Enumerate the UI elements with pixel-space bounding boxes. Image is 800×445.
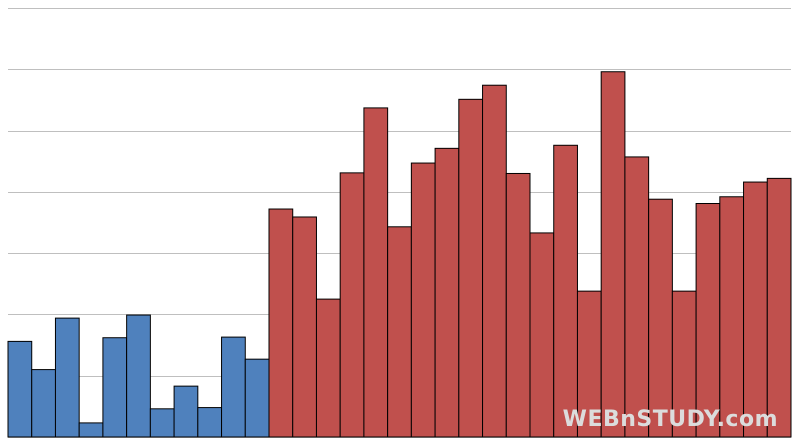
bar (31, 369, 56, 438)
bar (766, 177, 792, 438)
bar (648, 198, 673, 438)
bar (458, 98, 484, 438)
bar (387, 226, 412, 438)
bar (221, 336, 246, 438)
bar (743, 181, 768, 438)
bar (197, 407, 223, 438)
bar (482, 84, 507, 438)
bar (315, 298, 341, 438)
bar (719, 196, 745, 438)
bar (102, 337, 128, 438)
bar (78, 422, 104, 438)
bars (7, 71, 792, 438)
bar (624, 156, 650, 438)
bar (54, 317, 80, 438)
bar (149, 408, 175, 438)
watermark-logo: WEBnSTUDY.com (563, 407, 778, 432)
bar (173, 385, 199, 438)
bar (505, 172, 531, 438)
bar (7, 340, 33, 438)
bar (695, 203, 721, 438)
bar (363, 107, 389, 438)
bar (292, 216, 317, 438)
bar (339, 172, 365, 438)
bar (553, 144, 578, 438)
bar (434, 147, 460, 438)
bar (600, 71, 626, 438)
bar (126, 314, 151, 438)
bar (268, 208, 294, 438)
bar (410, 162, 436, 438)
bar (244, 358, 270, 438)
bar (529, 232, 555, 438)
